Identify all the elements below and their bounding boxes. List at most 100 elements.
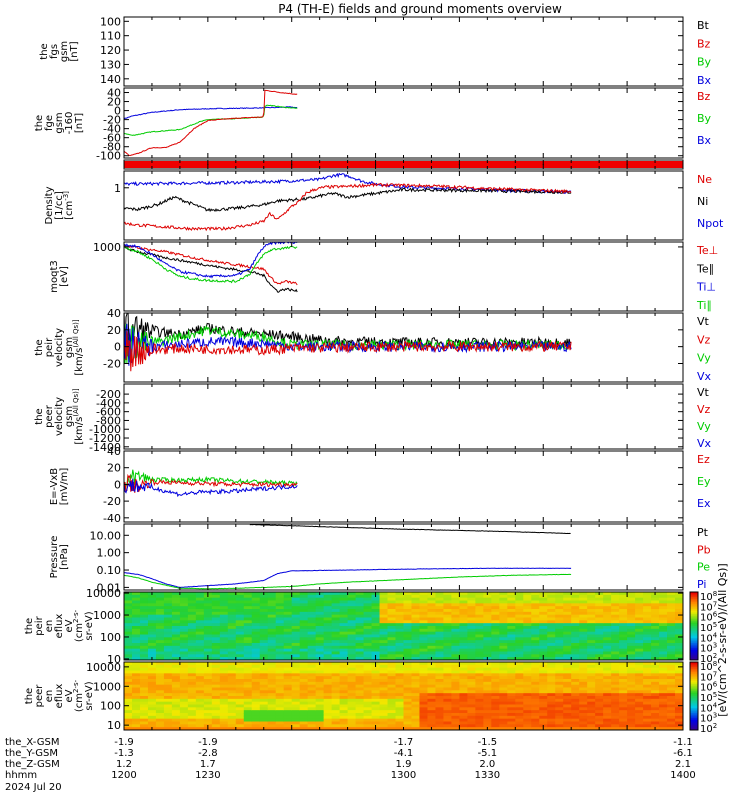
- heat-cell: [547, 715, 556, 720]
- heat-cell: [291, 620, 301, 624]
- heat-cell: [627, 690, 636, 694]
- axis-row-value: 1400: [670, 770, 695, 781]
- heat-cell: [283, 640, 293, 644]
- heat-cell: [419, 628, 429, 633]
- heat-cell: [323, 698, 333, 703]
- heat-cell: [131, 710, 141, 714]
- heat-cell: [347, 592, 357, 596]
- heat-cell: [171, 664, 181, 669]
- heat-cell: [539, 637, 548, 641]
- heat-cell: [259, 654, 269, 658]
- heat-cell: [563, 667, 572, 672]
- heat-cell: [451, 715, 460, 720]
- heat-cell: [579, 670, 588, 674]
- heat-cell: [427, 609, 437, 613]
- heat-cell: [507, 710, 516, 714]
- heat-cell: [131, 651, 141, 655]
- heat-cell: [283, 648, 293, 653]
- heat-cell: [187, 670, 197, 674]
- heat-cell: [427, 594, 437, 599]
- heat-cell: [227, 620, 237, 624]
- heat-cell: [467, 637, 476, 641]
- heat-cell: [515, 684, 524, 689]
- heat-cell: [475, 701, 484, 706]
- heat-cell: [355, 611, 365, 616]
- heat-cell: [611, 667, 620, 672]
- heat-cell: [651, 687, 660, 691]
- heat-cell: [371, 643, 381, 647]
- heat-cell: [347, 693, 357, 697]
- heat-cell: [611, 637, 620, 641]
- heat-cell: [187, 640, 197, 644]
- heat-cell: [643, 651, 652, 655]
- heat-cell: [507, 626, 516, 630]
- heat-cell: [619, 637, 628, 641]
- heat-cell: [619, 690, 628, 694]
- heat-cell: [131, 670, 141, 674]
- heat-cell: [555, 727, 564, 730]
- heat-cell: [363, 727, 373, 730]
- heat-cell: [235, 684, 245, 689]
- colorbar-cell: [690, 706, 698, 709]
- y-axis-label: [1/cc]: [54, 191, 65, 220]
- heat-cell: [395, 654, 405, 658]
- heat-cell: [507, 684, 516, 689]
- heat-cell: [579, 673, 588, 677]
- heat-cell: [355, 648, 365, 653]
- heat-cell: [163, 617, 173, 621]
- heat-cell: [347, 648, 357, 653]
- heat-cell: [187, 603, 197, 607]
- heat-cell: [555, 651, 564, 655]
- heat-cell: [547, 626, 556, 630]
- heat-cell: [427, 606, 437, 610]
- heat-cell: [475, 626, 484, 630]
- heat-cell: [235, 609, 245, 613]
- heat-cell: [411, 640, 421, 644]
- heat-cell: [395, 600, 405, 604]
- heat-cell: [627, 617, 636, 621]
- heat-cell: [555, 597, 564, 602]
- legend-entry: Vy: [697, 352, 711, 365]
- heat-cell: [539, 617, 548, 621]
- heat-cell: [563, 718, 572, 723]
- heat-cell: [243, 609, 253, 613]
- heat-cell: [347, 724, 357, 728]
- heat-cell: [347, 600, 357, 604]
- heat-cell: [323, 634, 333, 638]
- heat-cell: [395, 637, 405, 641]
- heat-cell: [587, 603, 596, 607]
- heat-cell: [307, 609, 317, 613]
- heat-cell: [267, 724, 277, 728]
- heat-cell: [443, 592, 453, 596]
- heat-cell: [427, 710, 437, 714]
- heat-cell: [523, 631, 532, 636]
- legend-entry: Ni: [697, 195, 708, 208]
- heat-cell: [363, 701, 373, 706]
- heat-cell: [211, 643, 221, 647]
- heat-cell: [619, 724, 628, 728]
- heat-cell: [523, 611, 532, 616]
- heat-cell: [619, 715, 628, 720]
- heat-cell: [603, 648, 612, 653]
- heat-cell: [467, 603, 476, 607]
- heat-cell: [443, 606, 453, 610]
- heat-cell: [307, 664, 317, 669]
- colorbar-cell: [690, 714, 698, 717]
- heat-cell: [627, 592, 636, 596]
- y-tick-label: 1: [114, 182, 121, 195]
- heat-cell: [419, 614, 429, 619]
- heat-cell: [187, 611, 197, 616]
- colorbar-tick-label: 106: [700, 611, 718, 624]
- heat-cell: [219, 620, 229, 624]
- heat-cell: [667, 606, 676, 610]
- heat-cell: [307, 623, 317, 627]
- heat-cell: [179, 643, 189, 647]
- heat-cell: [251, 724, 261, 728]
- heat-cell: [491, 592, 500, 596]
- heat-cell: [459, 724, 468, 728]
- heat-cell: [323, 724, 333, 728]
- heat-cell: [635, 623, 644, 627]
- heat-cell: [347, 721, 357, 725]
- heat-cell: [267, 606, 277, 610]
- heat-cell: [379, 718, 389, 723]
